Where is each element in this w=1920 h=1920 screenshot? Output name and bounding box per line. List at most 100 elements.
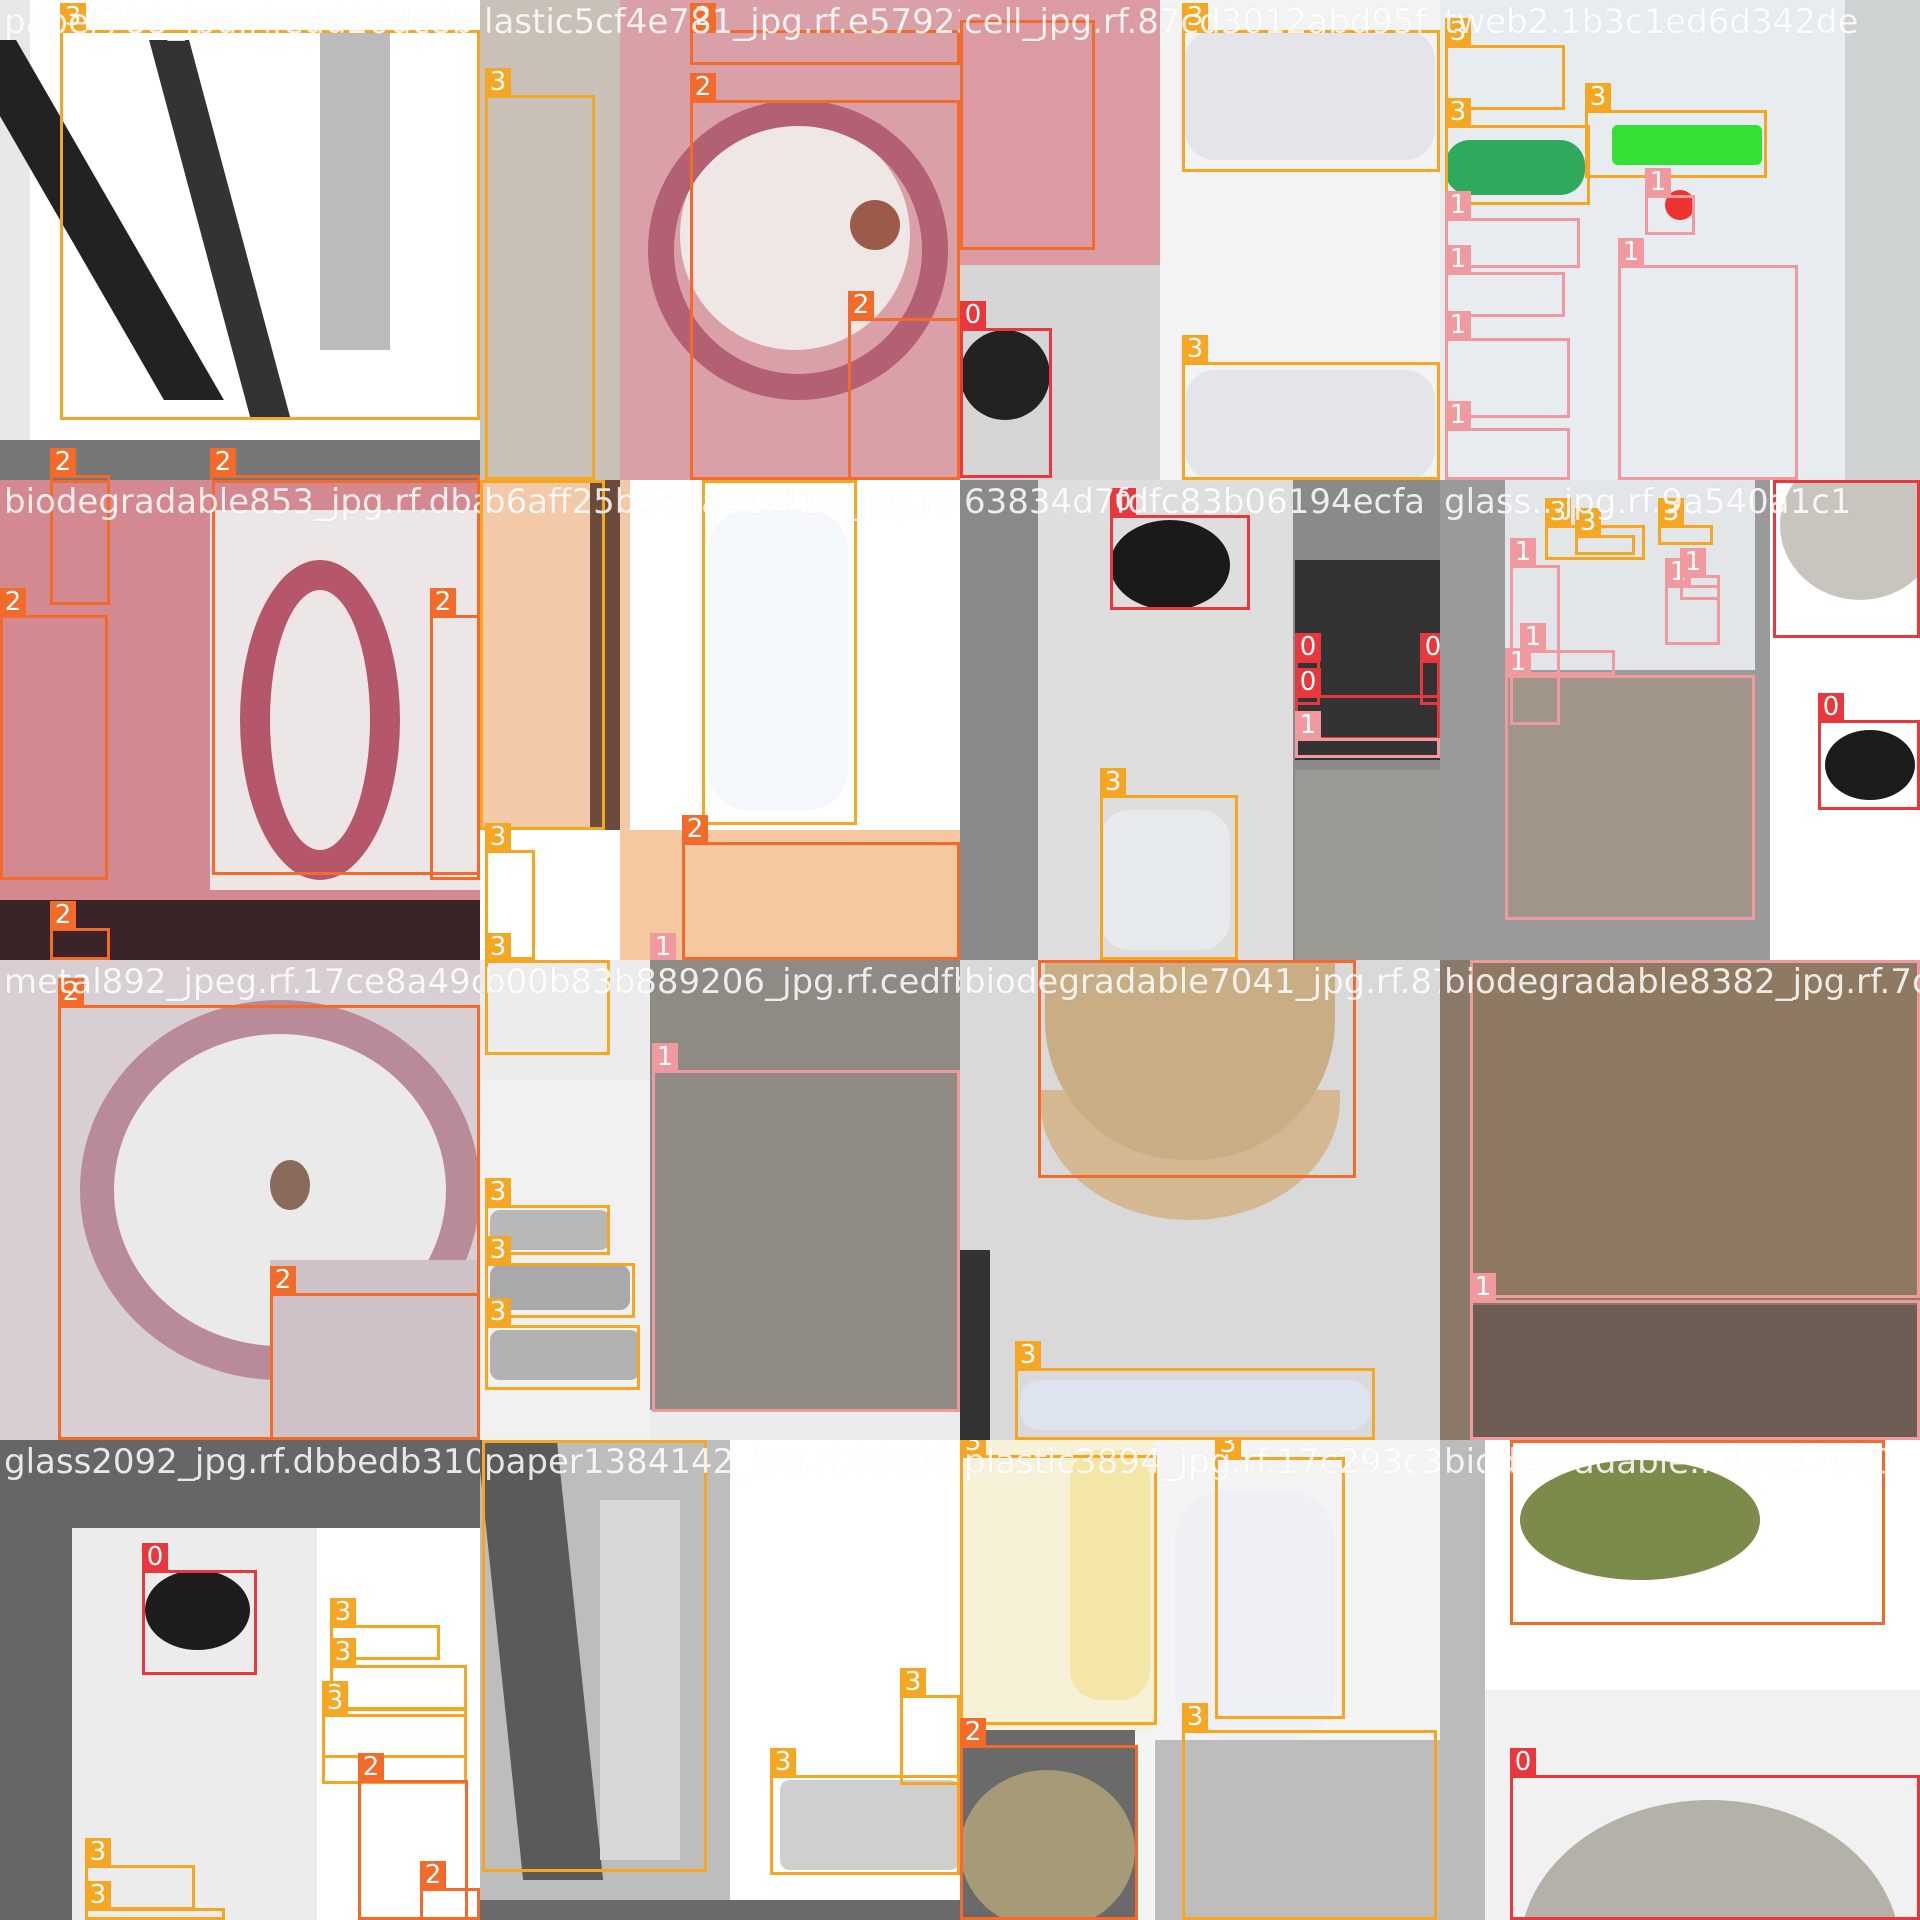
image-tile: 2 2 metal892_jpeg.rf.17ce8a49c — [0, 960, 480, 1440]
tile-title: biodegradable853_jpg.rf.dba — [4, 482, 480, 522]
class-label: 1 — [1510, 538, 1536, 566]
image-tile: 3 3 2 3 plastic3894_jpg.rf.17c293c3d — [960, 1440, 1440, 1920]
detection-box: 3 — [1100, 768, 1238, 960]
detection-box: 2 — [50, 901, 110, 960]
class-label: 3 — [1100, 768, 1126, 796]
detection-box: 2 — [58, 978, 480, 1440]
detection-box: 2 — [1038, 960, 1356, 1178]
tile-title: paper1384142_jpg.rf.68c00b36 — [484, 1442, 960, 1482]
class-label: 2 — [50, 448, 76, 476]
tile-title: 63834d7fdfc83b06194ecfa — [964, 482, 1426, 522]
class-label: 2 — [58, 978, 84, 1006]
tile-title: metal892_jpeg.rf.17ce8a49c — [4, 962, 480, 1002]
detection-box: 2 — [690, 3, 960, 65]
class-label: 1 — [1680, 548, 1706, 576]
class-label: 1 — [650, 933, 676, 960]
class-label: 2 — [690, 73, 716, 101]
class-label: 3 — [1215, 1440, 1241, 1458]
detection-box: 0 — [1420, 633, 1440, 705]
tile-title: tweb2.1b3c1ed6d342de — [1444, 2, 1859, 42]
class-label: 3 — [1445, 98, 1471, 126]
class-label: 2 — [1038, 960, 1064, 961]
detection-box: 3 — [485, 1178, 610, 1255]
detection-box: 3 — [322, 1687, 467, 1784]
detection-box: 1 — [1445, 401, 1570, 480]
class-label: 3 — [485, 68, 511, 96]
image-tile: 2 0 biodegradable...4d937070 — [1440, 1440, 1920, 1920]
detection-box: 0 — [1818, 693, 1920, 810]
class-label: 1 — [1470, 960, 1496, 961]
detection-box: 2 — [690, 73, 960, 480]
class-label: 2 — [212, 480, 238, 481]
class-label: 0 — [1295, 668, 1321, 696]
detection-box: 1 — [1470, 1273, 1920, 1440]
tile-title: glass...jpg.rf.9a540a1c1 — [1444, 482, 1852, 522]
class-label: 3 — [85, 1881, 111, 1909]
class-label: 3 — [85, 1838, 111, 1866]
class-label: 2 — [1510, 1440, 1536, 1441]
detection-box: 3 — [960, 1440, 1157, 1725]
detection-box: 2 — [50, 480, 110, 605]
class-label: 0 — [142, 1543, 168, 1571]
class-label: 3 — [60, 3, 86, 31]
class-label: 2 — [270, 1266, 296, 1294]
tile-title: biodegradable7041_jpg.rf.87 — [964, 962, 1440, 1002]
class-label: 0 — [1510, 1748, 1536, 1776]
class-label: 2 — [690, 3, 716, 31]
image-tile: 3 3 3 paper1384142_jpg.rf.68c00b36 — [480, 1440, 960, 1920]
detection-box: 3 — [485, 1236, 635, 1318]
class-label: 0 — [1295, 633, 1321, 661]
class-label: 1 — [1445, 191, 1471, 219]
detection-box: 2 — [430, 588, 480, 880]
detection-box: 2 — [1510, 1440, 1885, 1625]
detection-box: 3 — [1445, 18, 1565, 110]
detection-box: 0 — [1110, 488, 1250, 610]
detection-box: 2 — [960, 1718, 1138, 1920]
class-label: 3 — [770, 1748, 796, 1776]
class-label: 2 — [420, 1861, 446, 1889]
detection-box: 1 — [1618, 238, 1798, 480]
detection-box: 2 — [210, 448, 480, 480]
class-label: 3 — [1585, 83, 1611, 111]
detection-box: 3 — [60, 3, 480, 420]
detection-box: 2 — [270, 1266, 480, 1440]
detection-box: 2 — [358, 1753, 468, 1920]
detection-box: 1 — [1445, 245, 1565, 317]
class-label: 1 — [1645, 168, 1671, 196]
image-tile: 2 2 2 2 2 biodegradable853_jpg.rf.dba — [0, 480, 480, 960]
detection-box: 3 — [330, 1638, 467, 1710]
image-tile: 2 3 biodegradable7041_jpg.rf.87 — [960, 960, 1440, 1440]
class-label: 2 — [50, 901, 76, 929]
class-label: 2 — [210, 448, 236, 476]
detection-box: 1 — [1470, 960, 1920, 1298]
detection-box: 3 — [482, 1440, 707, 1872]
class-label: 3 — [1182, 1703, 1208, 1731]
class-label: 3 — [482, 1440, 508, 1441]
image-tile: 0 3 3 cell_jpg.rf.87cd3012abd95f — [960, 0, 1440, 480]
image-tile: 1 1 biodegradable8382_jpg.rf.7d4 — [1440, 960, 1920, 1440]
detection-box: 1 — [1445, 311, 1570, 418]
class-label: 3 — [1545, 498, 1571, 526]
detection-box: 2 — [0, 588, 108, 880]
detection-box: 3 — [485, 823, 535, 960]
image-tile: 3 3 3 1 1 1 1 1 0 0 glass...jpg.rf.9a540… — [1440, 480, 1920, 960]
class-label: 1 — [1520, 623, 1546, 651]
detection-box: 0 — [960, 301, 1052, 478]
class-label: 0 — [1773, 480, 1799, 481]
class-label: 3 — [330, 1598, 356, 1626]
detection-box: 3 — [770, 1748, 960, 1875]
detection-box: 1 — [1445, 191, 1580, 268]
class-label: 3 — [330, 1638, 356, 1666]
class-label: 1 — [1295, 711, 1321, 739]
image-tile: 0 0 0 0 1 3 63834d7fdfc83b06194ecfa — [960, 480, 1440, 960]
detection-box: 3 — [900, 1668, 960, 1785]
class-label: 3 — [1015, 1341, 1041, 1369]
class-label: 2 — [960, 1718, 986, 1746]
tile-title: cell_jpg.rf.87cd3012abd95f — [964, 2, 1427, 42]
class-label: 3 — [485, 1236, 511, 1264]
detection-box: 3 — [485, 1298, 640, 1390]
detection-box — [960, 20, 1095, 250]
class-label: 0 — [960, 301, 986, 329]
detection-box: 3 — [1215, 1440, 1345, 1719]
